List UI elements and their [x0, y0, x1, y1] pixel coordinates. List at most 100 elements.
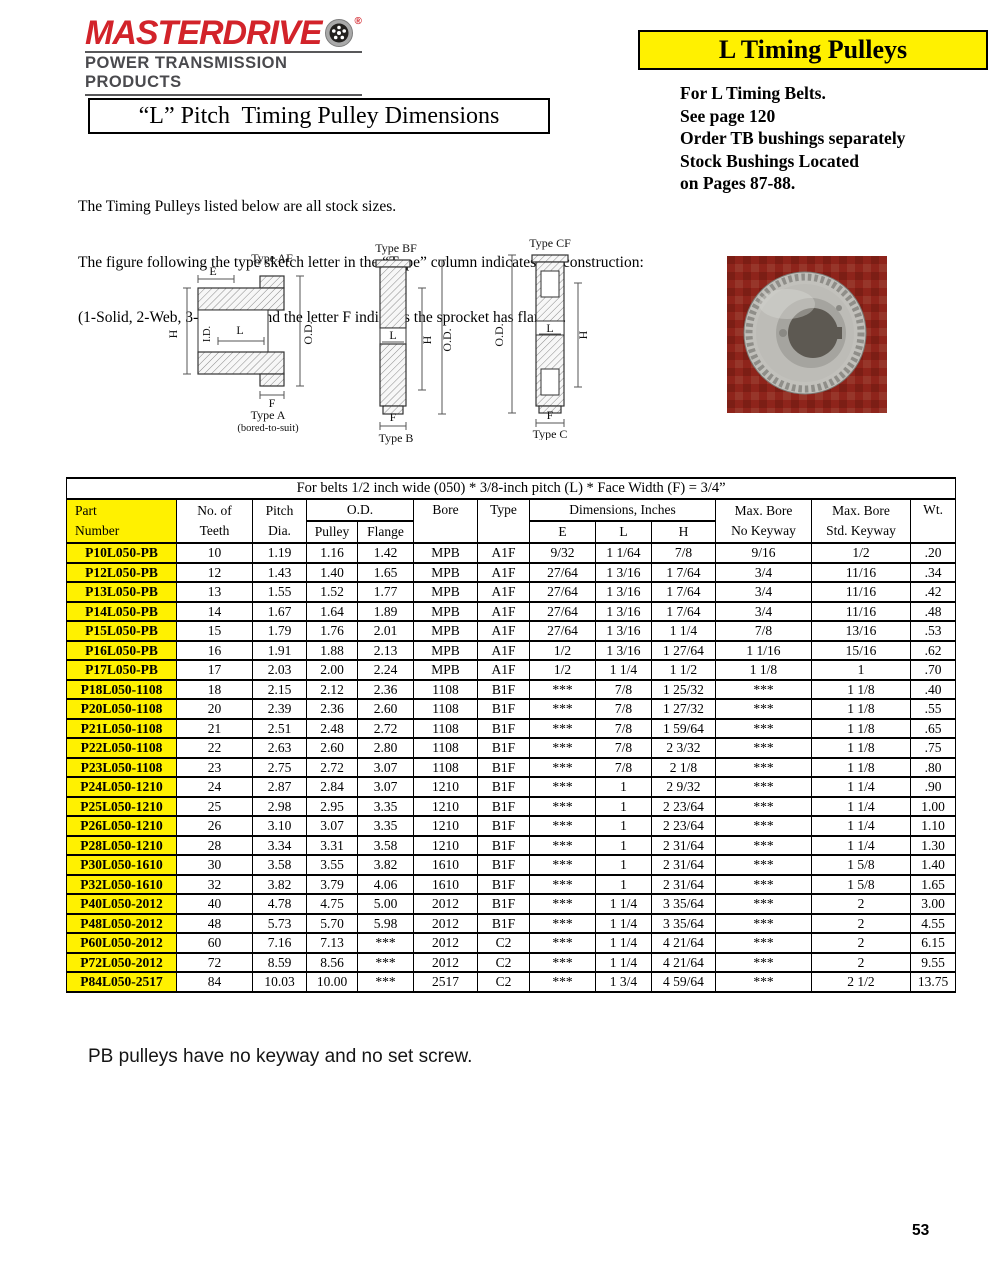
part-number-cell: P32L050-1610	[66, 873, 177, 895]
type-af-diagram: Type AF E I.D. L H O.D. F Type A	[166, 251, 315, 433]
data-cell: 1 1/8	[715, 659, 812, 681]
table-row: P32L050-1610 32 3.82 3.79 4.06 1610 B1F *** 1 2 3…	[66, 873, 957, 895]
data-cell: A1F	[477, 581, 530, 603]
data-cell: 1 5/8	[811, 873, 911, 895]
table-span-header: For belts 1/2 inch wide (050) * 3/8-inch…	[65, 477, 957, 500]
data-cell: 84	[176, 971, 253, 993]
col-header-teeth: No. of Teeth	[176, 498, 253, 544]
data-cell: 2.72	[306, 756, 358, 778]
data-cell: .90	[909, 776, 957, 798]
data-cell: B1F	[477, 776, 530, 798]
data-cell: 1 1/4	[595, 912, 652, 934]
data-cell: 2.13	[357, 639, 414, 661]
data-cell: 1.10	[909, 815, 957, 837]
dim-label-l: L	[389, 328, 396, 342]
data-cell: ***	[715, 873, 812, 895]
data-cell: 3.82	[357, 854, 414, 876]
data-cell: 1108	[413, 698, 478, 720]
data-cell: 1108	[413, 737, 478, 759]
data-cell: 2.36	[357, 678, 414, 700]
data-cell: 1/2	[529, 659, 596, 681]
table-row: P10L050-PB 10 1.19 1.16 1.42 MPB A1F 9/32 1 1/64…	[66, 542, 957, 564]
table-row: P84L050-2517 84 10.03 10.00 *** 2517 C2 *** 1 3/…	[66, 971, 957, 993]
data-cell: ***	[529, 795, 596, 817]
diagram-bottom-sub: (bored-to-suit)	[237, 423, 299, 433]
data-cell: ***	[529, 737, 596, 759]
data-cell: ***	[715, 971, 812, 993]
info-line: See page 120	[680, 105, 776, 126]
data-cell: ***	[715, 912, 812, 934]
brand-logo: MASTERDRIVE ® POWER TRANSMISSION PRODUCT…	[85, 16, 375, 96]
data-cell: 2 31/64	[651, 854, 716, 876]
part-number-cell: P84L050-2517	[66, 971, 177, 993]
data-cell: MPB	[413, 581, 478, 603]
data-cell: 2.87	[252, 776, 307, 798]
data-cell: 1 1/4	[595, 951, 652, 973]
col-header-type: Type	[477, 498, 530, 544]
data-cell: 15	[176, 620, 253, 642]
data-cell: 1.76	[306, 620, 358, 642]
diagram-top-label: Type AF	[251, 251, 293, 265]
data-cell: 1.42	[357, 542, 414, 564]
data-cell: .42	[909, 581, 957, 603]
data-cell: 2 31/64	[651, 873, 716, 895]
data-cell: ***	[529, 698, 596, 720]
data-cell: ***	[715, 834, 812, 856]
data-cell: 1 1/16	[715, 639, 812, 661]
data-cell: 3.58	[252, 854, 307, 876]
data-cell: 2.48	[306, 717, 358, 739]
data-cell: 1 1/4	[595, 893, 652, 915]
data-cell: 21	[176, 717, 253, 739]
data-cell: ***	[529, 854, 596, 876]
section-banner: L Timing Pulleys	[638, 30, 988, 70]
data-cell: 2.00	[306, 659, 358, 681]
data-cell: 2	[811, 932, 911, 954]
data-cell: 1210	[413, 795, 478, 817]
data-cell: 3.07	[306, 815, 358, 837]
data-cell: 1	[595, 873, 652, 895]
diagram-top-label: Type CF	[529, 236, 571, 250]
data-cell: 48	[176, 912, 253, 934]
data-cell: 7/8	[595, 698, 652, 720]
data-cell: 30	[176, 854, 253, 876]
data-cell: 11/16	[811, 561, 911, 583]
data-cell: ***	[529, 776, 596, 798]
data-cell: A1F	[477, 600, 530, 622]
data-cell: .20	[909, 542, 957, 564]
data-cell: 7/8	[595, 756, 652, 778]
intro-line: The Timing Pulleys listed below are all …	[78, 198, 397, 215]
data-cell: 1.88	[306, 639, 358, 661]
data-cell: A1F	[477, 561, 530, 583]
data-cell: 23	[176, 756, 253, 778]
data-cell: MPB	[413, 659, 478, 681]
data-cell: ***	[715, 893, 812, 915]
data-cell: 2012	[413, 912, 478, 934]
data-cell: 1.65	[909, 873, 957, 895]
data-cell: 2 31/64	[651, 834, 716, 856]
col-header-dim-h: H	[651, 520, 716, 544]
data-cell: 22	[176, 737, 253, 759]
diagram-bottom-label: Type A	[251, 408, 286, 422]
data-cell: 1108	[413, 678, 478, 700]
data-cell: .48	[909, 600, 957, 622]
data-cell: ***	[529, 678, 596, 700]
dim-label-od: O.D.	[440, 328, 453, 351]
data-cell: B1F	[477, 737, 530, 759]
data-cell: 40	[176, 893, 253, 915]
dim-label-od: O.D.	[492, 323, 506, 346]
data-cell: 10.00	[306, 971, 358, 993]
data-cell: 3.00	[909, 893, 957, 915]
part-number-cell: P60L050-2012	[66, 932, 177, 954]
type-bf-diagram: Type BF L H O.D. F Type B	[375, 241, 453, 445]
data-cell: 18	[176, 678, 253, 700]
data-cell: .53	[909, 620, 957, 642]
col-header-bore: Bore	[413, 498, 478, 544]
data-cell: C2	[477, 971, 530, 993]
data-cell: 1	[595, 815, 652, 837]
data-cell: ***	[715, 737, 812, 759]
data-cell: B1F	[477, 912, 530, 934]
data-cell: 9/16	[715, 542, 812, 564]
data-cell: 28	[176, 834, 253, 856]
data-cell: 2.51	[252, 717, 307, 739]
